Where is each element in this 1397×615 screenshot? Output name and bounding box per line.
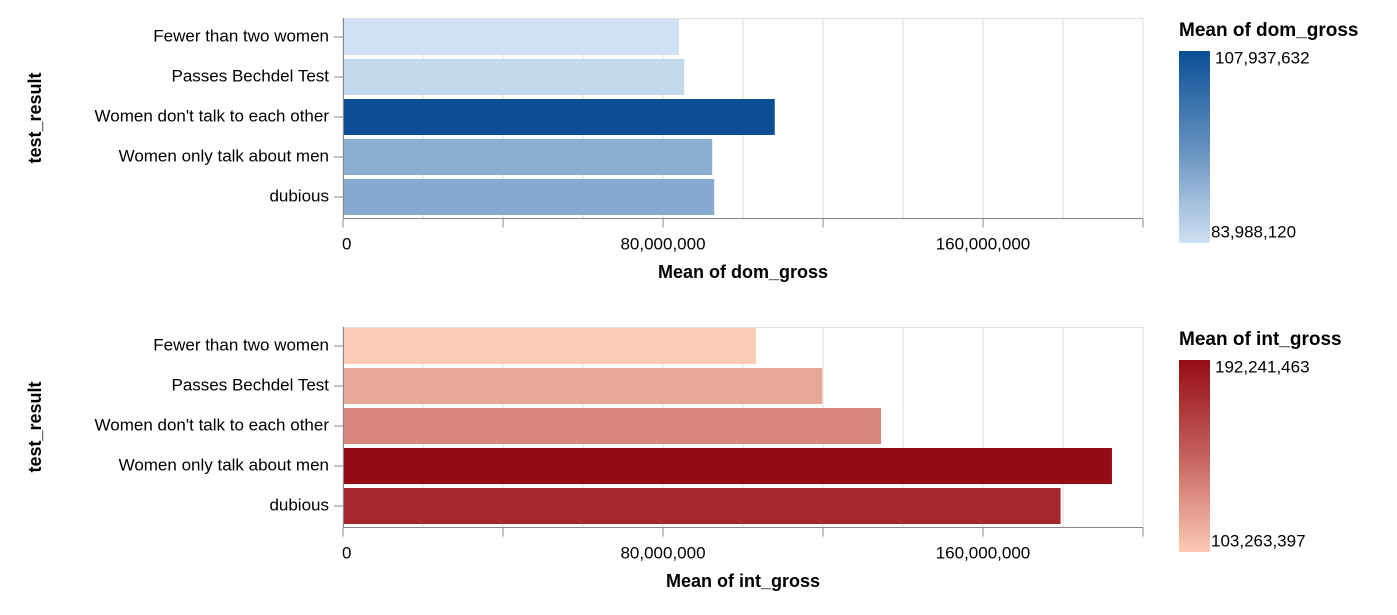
bar-2-2	[343, 368, 823, 404]
bar-1-4	[343, 139, 713, 175]
bar-1-3	[343, 99, 775, 135]
category-label: Fewer than two women	[153, 335, 329, 354]
legend-title: Mean of dom_gross	[1179, 20, 1358, 41]
bar-2-5	[343, 488, 1061, 524]
y-axis-title: test_result	[25, 381, 45, 472]
category-label: Women don't talk to each other	[95, 415, 330, 434]
category-label: dubious	[269, 186, 329, 205]
category-label: Women only talk about men	[119, 455, 329, 474]
category-label: dubious	[269, 495, 329, 514]
category-label: Women don't talk to each other	[95, 106, 330, 125]
x-tick-label: 160,000,000	[936, 544, 1031, 563]
legend-min-label: 103,263,397	[1211, 531, 1306, 550]
x-tick-label: 0	[342, 235, 351, 254]
legend-max-label: 107,937,632	[1215, 48, 1310, 67]
bar-2-1	[343, 328, 757, 364]
color-legend: Mean of int_gross 192,241,463 103,263,397	[1179, 329, 1342, 552]
category-label: Passes Bechdel Test	[172, 66, 330, 85]
color-legend: Mean of dom_gross 107,937,632 83,988,120	[1179, 20, 1358, 243]
bar-1-1	[343, 19, 679, 55]
x-tick-label: 160,000,000	[936, 235, 1031, 254]
x-axis-title: Mean of dom_gross	[658, 262, 828, 282]
y-axis-title: test_result	[25, 72, 45, 163]
category-label: Women only talk about men	[119, 146, 329, 165]
legend-gradient-bar	[1179, 51, 1210, 243]
legend-title: Mean of int_gross	[1179, 329, 1342, 350]
legend-max-label: 192,241,463	[1215, 357, 1310, 376]
bar-1-5	[343, 179, 715, 215]
bar-2-3	[343, 408, 881, 444]
bar-2-4	[343, 448, 1112, 484]
chart-panel-1: Fewer than two women Passes Bechdel Test W…	[25, 18, 1358, 282]
category-label: Fewer than two women	[153, 26, 329, 45]
bar-1-2	[343, 59, 685, 95]
x-tick-label: 80,000,000	[620, 544, 705, 563]
category-label: Passes Bechdel Test	[172, 375, 330, 394]
legend-gradient-bar	[1179, 360, 1210, 552]
x-tick-label: 0	[342, 544, 351, 563]
legend-min-label: 83,988,120	[1211, 222, 1296, 241]
x-tick-label: 80,000,000	[620, 235, 705, 254]
chart-panel-2: Fewer than two women Passes Bechdel Test W…	[25, 327, 1342, 591]
x-axis-title: Mean of int_gross	[666, 571, 820, 591]
